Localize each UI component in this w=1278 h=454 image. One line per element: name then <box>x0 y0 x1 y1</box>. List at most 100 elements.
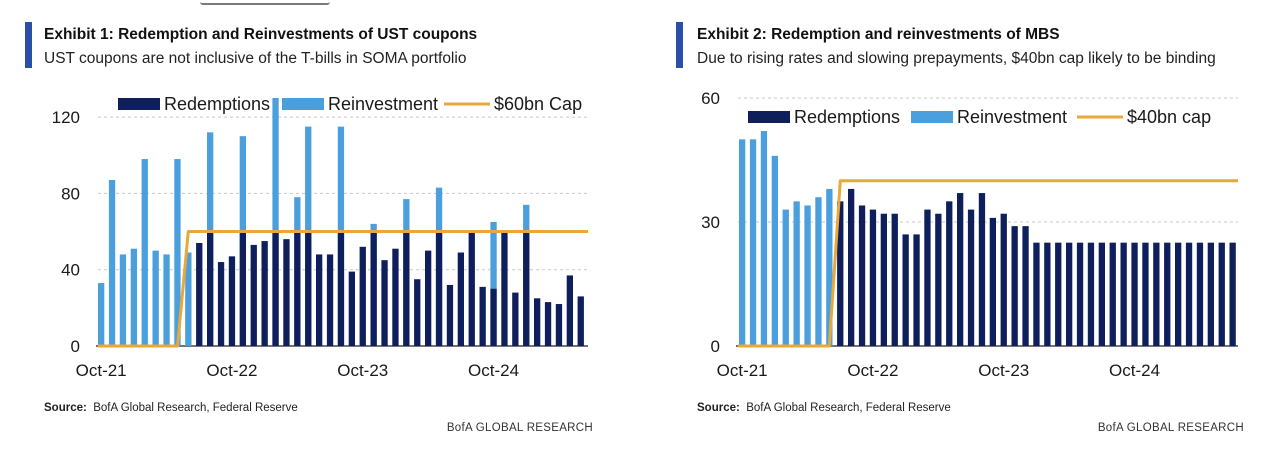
redemptions-bar <box>880 213 887 346</box>
redemptions-bar <box>348 271 355 346</box>
y-tick-label: 80 <box>61 184 80 203</box>
redemptions-bar <box>512 292 519 346</box>
legend-swatch <box>282 98 324 110</box>
redemptions-bar <box>1164 242 1171 346</box>
redemptions-bar <box>978 193 986 346</box>
reinvestment-bar <box>119 254 127 346</box>
redemptions-bar <box>305 231 312 346</box>
reinvestment-bar <box>749 139 757 346</box>
redemptions-bar <box>1011 226 1018 346</box>
reinvestment-bar <box>130 248 137 346</box>
redemptions-bar <box>370 231 377 346</box>
redemptions-bar <box>913 234 920 346</box>
redemptions-bar <box>869 209 877 346</box>
redemptions-bar <box>837 201 844 346</box>
y-tick-label: 0 <box>71 337 80 356</box>
reinvestment-bar <box>815 197 822 346</box>
x-tick-label: Oct-21 <box>717 361 768 380</box>
redemptions-bar <box>957 193 964 346</box>
exhibit-2-brand: BofA GLOBAL RESEARCH <box>1097 422 1244 434</box>
redemptions-bar <box>1142 242 1149 346</box>
redemptions-bar <box>1044 242 1051 346</box>
redemptions-bar <box>1120 242 1127 346</box>
redemptions-bar <box>1055 242 1062 346</box>
redemptions-bar <box>228 256 236 346</box>
reinvestment-bar <box>490 222 497 346</box>
redemptions-bar <box>555 304 563 346</box>
redemptions-bar <box>501 231 508 346</box>
redemptions-bar <box>316 254 323 346</box>
redemptions-bar <box>490 288 497 346</box>
y-tick-label: 60 <box>701 89 720 108</box>
redemptions-bar <box>902 234 909 346</box>
redemptions-bar <box>1218 242 1225 346</box>
x-tick-label: Oct-22 <box>847 361 898 380</box>
reinvestment-bar <box>760 131 768 346</box>
exhibit-2-source: Source: BofA Global Research, Federal Re… <box>697 402 951 414</box>
redemptions-bar <box>989 217 996 346</box>
reinvestment-bar <box>163 254 170 346</box>
source-text: BofA Global Research, Federal Reserve <box>93 402 298 414</box>
redemptions-bar <box>196 242 203 346</box>
reinvestment-bar <box>152 250 159 346</box>
redemptions-bar <box>1022 226 1029 346</box>
redemptions-bar <box>207 231 214 346</box>
redemptions-bar <box>337 231 345 346</box>
legend-label: Redemptions <box>794 107 900 127</box>
redemptions-bar <box>425 250 432 346</box>
reinvestment-bar <box>98 283 105 346</box>
reinvestment-bar <box>141 159 148 346</box>
redemptions-bar <box>1229 242 1236 346</box>
redemptions-bar <box>403 231 410 346</box>
redemptions-bar <box>1076 242 1084 346</box>
redemptions-bar <box>479 286 486 346</box>
redemptions-bar <box>1185 242 1193 346</box>
y-tick-label: 40 <box>61 261 80 280</box>
reinvestment-bar <box>771 155 778 346</box>
cap-line <box>98 230 588 348</box>
redemptions-bar <box>935 213 942 346</box>
legend-label: Reinvestment <box>328 94 438 114</box>
y-tick-label: 120 <box>52 108 80 127</box>
redemptions-bar <box>326 254 334 346</box>
redemptions-bar <box>1153 242 1160 346</box>
redemptions-bar <box>523 231 530 346</box>
reinvestment-bar <box>185 252 192 346</box>
redemptions-bar <box>967 209 975 346</box>
source-text: BofA Global Research, Federal Reserve <box>746 402 951 414</box>
exhibit-1-brand: BofA GLOBAL RESEARCH <box>446 422 593 434</box>
redemptions-bar <box>1033 242 1040 346</box>
x-tick-label: Oct-24 <box>1109 361 1160 380</box>
exhibit-2-subtitle: Due to rising rates and slowing prepayme… <box>697 50 1216 67</box>
y-tick-label: 30 <box>701 213 720 232</box>
redemptions-bar <box>1131 242 1138 346</box>
x-tick-label: Oct-23 <box>978 361 1029 380</box>
legend-swatch <box>748 111 790 123</box>
redemptions-bar <box>534 298 541 346</box>
legend-label: Reinvestment <box>957 107 1067 127</box>
redemptions-bar <box>457 252 464 346</box>
x-tick-label: Oct-24 <box>468 361 519 380</box>
title-accent-bar <box>676 22 683 68</box>
exhibit-1-title: Exhibit 1: Redemption and Reinvestments … <box>44 26 478 43</box>
exhibit-1-panel: Exhibit 1: Redemption and Reinvestments … <box>0 0 620 454</box>
legend-label: $60bn Cap <box>494 94 582 114</box>
reinvestment-bar <box>108 180 116 346</box>
redemptions-bar <box>381 260 388 346</box>
redemptions-bar <box>272 231 279 346</box>
redemptions-bar <box>1109 242 1116 346</box>
redemptions-bar <box>1196 242 1204 346</box>
reinvestment-bar <box>804 205 811 346</box>
redemptions-bar <box>858 205 866 346</box>
reinvestment-bar <box>174 159 181 346</box>
legend-label: $40bn cap <box>1127 107 1211 127</box>
redemptions-bar <box>435 231 443 346</box>
x-tick-label: Oct-21 <box>76 361 127 380</box>
exhibit-2-chart: 0 30 60 Oct-21 Oct-22 Oct-23 Oct-24 Redemptions… <box>701 89 1238 380</box>
redemptions-bar <box>1207 242 1214 346</box>
x-tick-label: Oct-23 <box>337 361 388 380</box>
reinvestment-bar <box>272 98 279 346</box>
legend-label: Redemptions <box>164 94 270 114</box>
y-tick-label: 0 <box>711 337 720 356</box>
legend-swatch <box>911 111 953 123</box>
